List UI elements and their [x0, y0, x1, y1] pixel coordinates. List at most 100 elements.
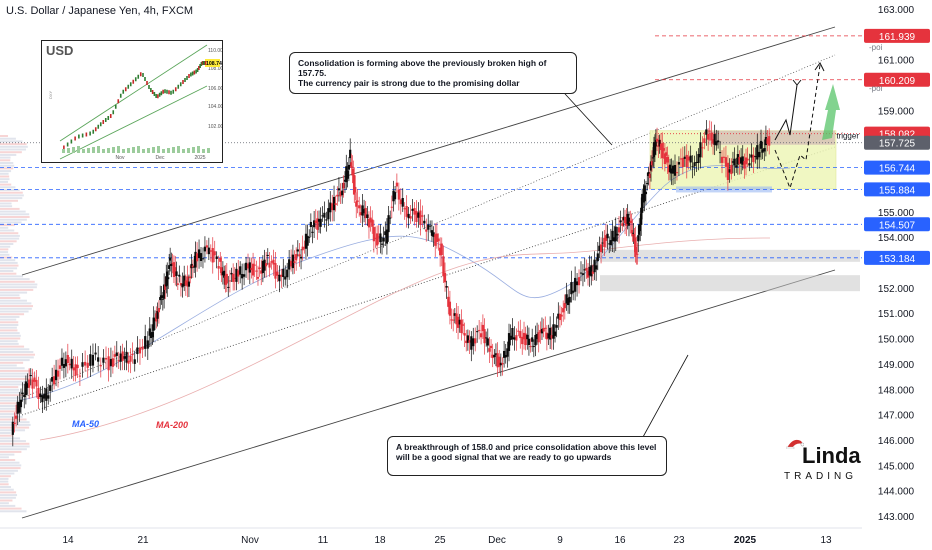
volume-profile-bar: [0, 396, 23, 399]
candle-body: [232, 273, 235, 282]
volume-profile-bar: [0, 415, 23, 418]
candle-body: [164, 284, 167, 290]
candle-body: [741, 156, 744, 165]
volume-profile-bar: [0, 232, 19, 235]
candle-body: [382, 237, 385, 242]
inset-volume-bar: [92, 147, 95, 153]
candle-body: [223, 270, 226, 278]
candle-body: [455, 313, 458, 325]
candle-body: [448, 301, 452, 316]
candle-body: [353, 175, 356, 195]
inset-candle: [177, 84, 180, 89]
inset-candle: [104, 118, 107, 122]
inset-candle: [92, 129, 95, 134]
candle-body: [49, 385, 52, 391]
candle-body: [511, 328, 514, 340]
volume-profile-bar: [0, 410, 17, 413]
candle-body: [491, 354, 494, 359]
candle-body: [643, 185, 646, 202]
candle-body: [526, 334, 529, 340]
candle-body: [764, 137, 768, 146]
candle-body: [109, 358, 113, 366]
volume-profile-bar: [0, 342, 19, 345]
candle-body: [598, 245, 601, 251]
candle-body: [708, 130, 711, 132]
volume-profile-bar: [0, 378, 35, 380]
volume-profile-bar: [0, 183, 12, 186]
candle-body: [309, 221, 312, 227]
candle-body: [647, 171, 650, 176]
inset-volume-bar: [147, 148, 150, 153]
volume-profile-bar: [0, 386, 19, 389]
candle-body: [323, 212, 326, 218]
candle-body: [479, 333, 483, 338]
logo-sub: TRADING: [784, 471, 857, 482]
volume-profile-bar: [0, 442, 30, 445]
candle-body: [759, 140, 763, 149]
candle-body: [642, 193, 645, 203]
candle-body: [334, 203, 337, 205]
candle-body: [724, 157, 728, 167]
candle-body: [419, 210, 422, 225]
candle-body: [376, 233, 379, 246]
candle-body: [129, 355, 132, 362]
candle-body: [58, 365, 62, 369]
x-tick-label: Dec: [488, 535, 506, 546]
candle-body: [23, 394, 26, 397]
candle-body: [303, 247, 306, 249]
inset-candle: [196, 68, 199, 72]
volume-profile-bar: [0, 348, 30, 351]
volume-profile-bar: [0, 297, 21, 299]
candle-body: [568, 296, 571, 303]
candle-body: [552, 324, 555, 339]
candle-body: [701, 147, 704, 149]
inset-candle: [114, 104, 117, 109]
candle-body: [244, 262, 248, 271]
volume-profile-bar: [0, 175, 10, 178]
inset-candle: [157, 94, 159, 99]
volume-profile-bar: [0, 432, 11, 434]
annotation-bottom-pointer: [642, 354, 689, 438]
candle-body: [133, 359, 136, 364]
level-tag-label: 154.507: [879, 220, 916, 231]
trigger-label: trigger: [836, 132, 859, 141]
candle-body: [509, 335, 512, 341]
candle-body: [434, 234, 437, 246]
candle-body: [606, 233, 609, 239]
volume-profile-bar: [0, 494, 18, 497]
candle-body: [407, 213, 410, 219]
candle-body: [430, 230, 434, 236]
candle-body: [658, 139, 661, 147]
volume-profile-bar: [0, 194, 24, 197]
candle-body: [21, 392, 24, 395]
candle-body: [601, 242, 604, 244]
candle-body: [637, 235, 640, 242]
volume-profile-bar: [0, 445, 30, 448]
candle-body: [175, 271, 178, 277]
candle-body: [555, 325, 558, 328]
candle-body: [595, 265, 598, 270]
candle-body: [197, 249, 201, 258]
inset-volume-bar: [197, 146, 200, 153]
candle-body: [144, 336, 147, 349]
inset-volume-bar: [117, 146, 120, 153]
x-tick-label: 21: [137, 535, 149, 546]
candle-body: [697, 153, 700, 164]
candle-body: [593, 259, 596, 273]
candle-body: [155, 313, 158, 322]
candle-body: [513, 337, 516, 340]
candle-body: [37, 387, 40, 399]
candle-body: [317, 219, 321, 222]
candle-body: [13, 422, 16, 424]
candle-body: [542, 328, 545, 332]
volume-profile-bar: [0, 305, 34, 308]
candle-body: [483, 329, 486, 344]
candle-body: [460, 319, 463, 334]
x-tick-label: 25: [434, 535, 446, 546]
candle-body: [113, 354, 116, 357]
x-tick-label: 11: [318, 535, 329, 546]
volume-profile-bar: [0, 332, 20, 335]
inset-candle: [200, 62, 203, 66]
candle-body: [191, 265, 194, 268]
